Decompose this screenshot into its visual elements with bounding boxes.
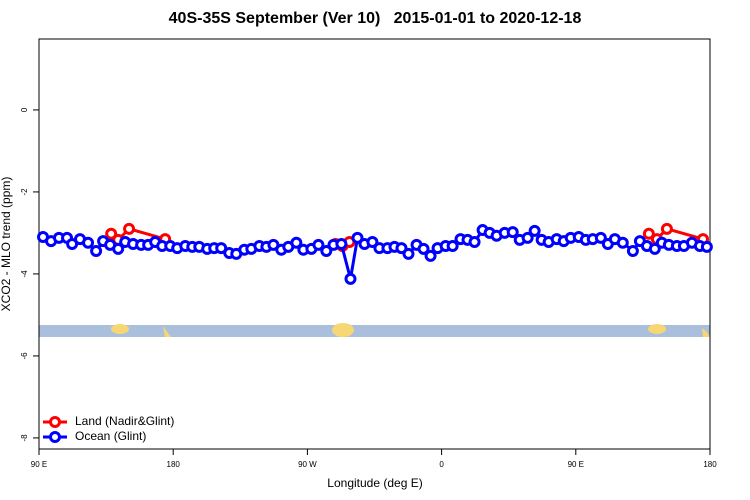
y-tick-label: -2 [20,188,29,196]
data-point [320,244,333,257]
data-point [351,231,364,244]
data-point [528,224,541,237]
x-tick-label: 180 [703,460,717,469]
data-point [402,247,415,260]
data-point [660,222,673,235]
x-tick-label: 90 E [568,460,584,469]
legend-marker [49,431,61,443]
y-tick-label: -4 [20,270,29,278]
data-point [700,240,713,253]
chart-title: 40S-35S September (Ver 10) 2015-01-01 to… [169,10,582,27]
data-point [521,231,534,244]
data-point [82,236,95,249]
data-point [105,227,118,240]
data-point [312,238,325,251]
data-point [424,249,437,262]
data-point [616,236,629,249]
x-tick-label: 90 E [31,460,47,469]
data-point [366,235,379,248]
data-point [648,242,661,255]
y-tick-label: 0 [20,107,29,112]
data-point [215,242,228,255]
data-point [468,235,481,248]
land-mask-strip [39,323,710,337]
data-point [335,238,348,250]
y-tick-label: -8 [20,434,29,442]
data-point [417,242,430,255]
data-point [594,231,607,244]
legend-marker [49,416,61,428]
data-point [90,244,103,257]
x-axis-label: Longitude (deg E) [327,476,422,490]
data-point [290,236,303,249]
data-point [123,222,136,235]
data-point [506,226,519,239]
legend-label: Land (Nadir&Glint) [75,414,174,428]
data-point [344,272,357,285]
x-tick-label: 90 W [298,460,317,469]
x-tick-label: 180 [167,460,181,469]
data-point [446,240,459,253]
y-axis-label: XCO2 - MLO trend (ppm) [0,177,13,312]
data-point [112,242,125,255]
legend-label: Ocean (Glint) [75,429,146,443]
x-tick-label: 0 [439,460,444,469]
data-point [642,227,655,240]
y-tick-label: -6 [20,352,29,360]
data-point [626,244,639,257]
